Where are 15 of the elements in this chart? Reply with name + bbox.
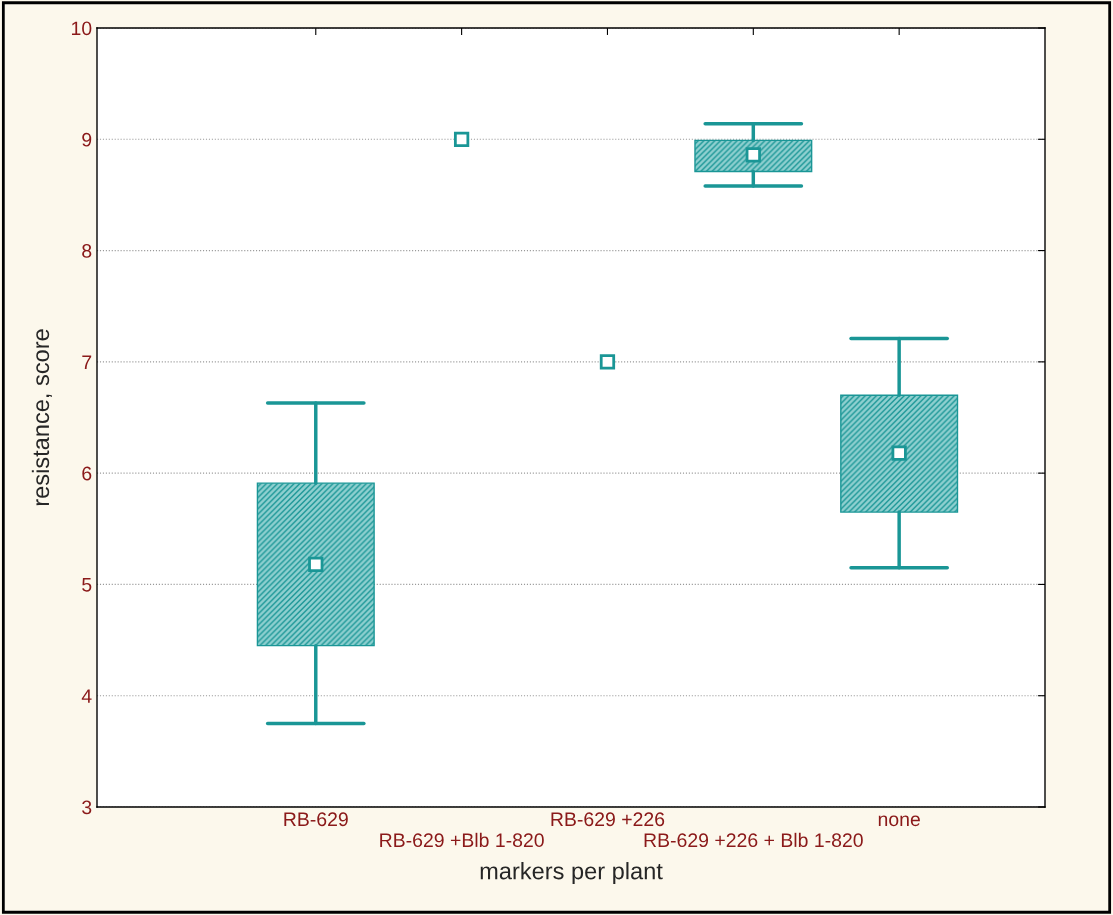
y-tick-label: 4 <box>81 689 92 703</box>
x-tick-label: RB-629 +Blb 1-820 <box>380 832 544 848</box>
y-tick-label: 6 <box>82 466 92 481</box>
x-tick-label: RB-629 +226 + Blb 1-820 <box>644 832 863 848</box>
x-tick-label: none <box>878 815 920 827</box>
x-tick-label: RB-629 +226 <box>551 812 665 827</box>
y-tick-label: 5 <box>82 578 92 592</box>
y-tick-label: 9 <box>82 132 92 147</box>
x-tick-label: RB-629 <box>284 812 348 827</box>
y-tick-label: 10 <box>72 21 92 36</box>
y-tick-label: 8 <box>82 244 92 258</box>
y-axis-title: resistance, score <box>31 329 52 506</box>
y-tick-label: 7 <box>82 355 92 369</box>
y-tick-label: 3 <box>82 800 92 815</box>
x-axis-title: markers per plant <box>480 862 663 885</box>
